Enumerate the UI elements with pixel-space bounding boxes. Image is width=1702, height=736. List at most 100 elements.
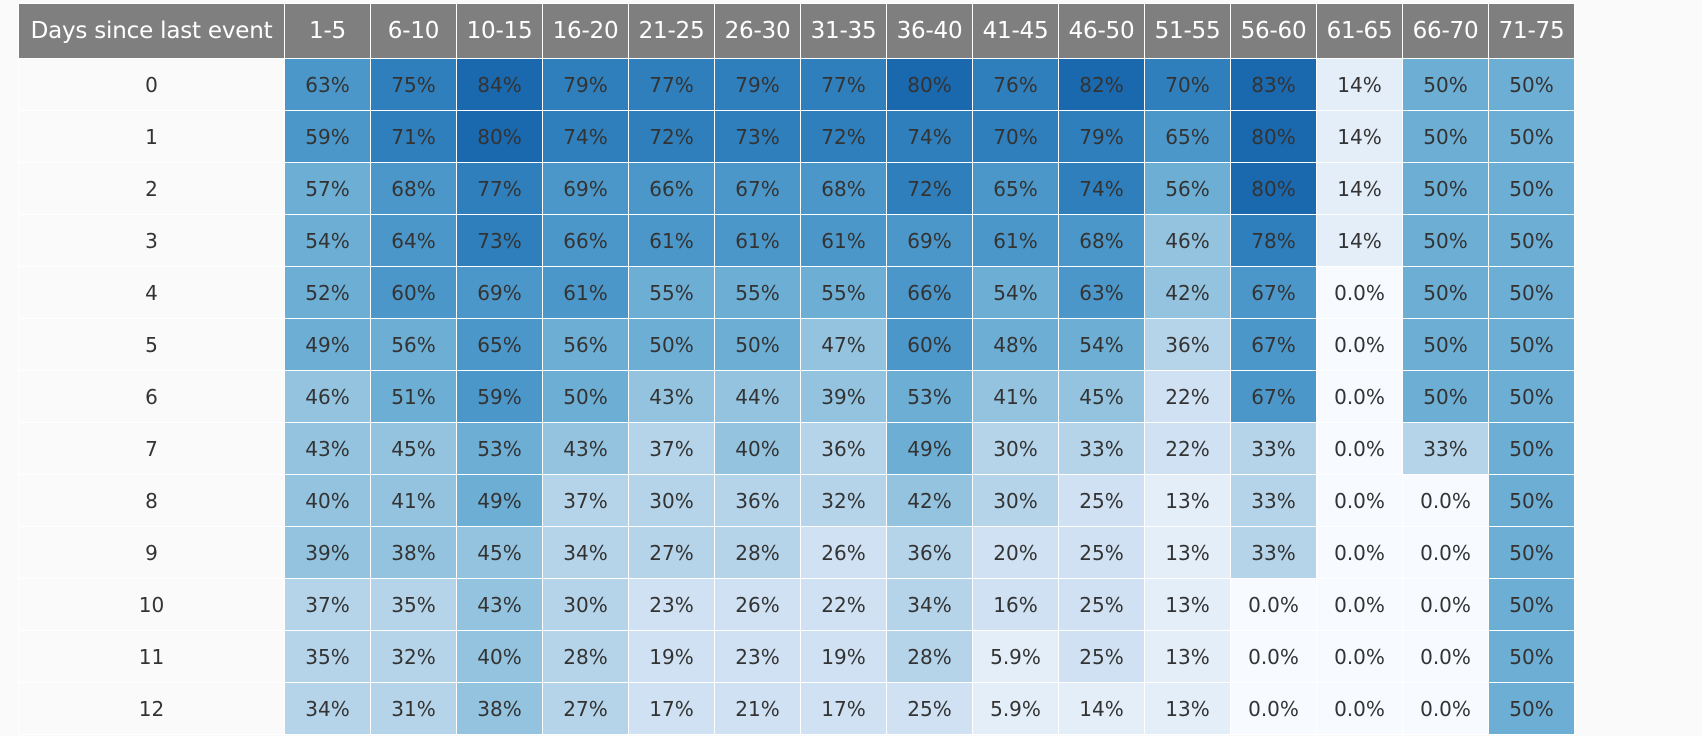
heatmap-cell: 30% [628,474,715,527]
table-row: 2 57% 68% 77% 69% 66% 67% 68% 72% 65% 74% 56% 80% 14%… [18,162,1575,215]
heatmap-cell: 22% [800,578,887,631]
heatmap-cell: 50% [1488,318,1575,371]
heatmap-cell: 50% [714,318,801,371]
heatmap-cell: 61% [714,214,801,267]
heatmap-cell: 25% [1058,526,1145,579]
heatmap-cell: 80% [886,58,973,111]
heatmap-cell: 54% [972,266,1059,319]
heatmap-cell: 36% [714,474,801,527]
heatmap-cell: 66% [628,162,715,215]
heatmap-cell: 79% [542,58,629,111]
heatmap-cell: 56% [370,318,457,371]
heatmap-cell: 66% [542,214,629,267]
heatmap-cell: 22% [1144,422,1231,475]
heatmap-cell: 25% [1058,630,1145,683]
heatmap-cell: 40% [714,422,801,475]
heatmap-cell: 67% [1230,370,1317,423]
heatmap-cell: 50% [1488,110,1575,163]
heatmap-cell: 74% [542,110,629,163]
heatmap-cell: 77% [628,58,715,111]
table-row: 4 52% 60% 69% 61% 55% 55% 55% 66% 54% 63% 42% 67% 0.0… [18,266,1575,319]
heatmap-cell: 17% [628,682,715,735]
heatmap-cell: 45% [456,526,543,579]
heatmap-cell: 50% [628,318,715,371]
heatmap-cell: 79% [1058,110,1145,163]
row-label: 12 [18,682,285,735]
heatmap-cell: 70% [972,110,1059,163]
heatmap-cell: 25% [886,682,973,735]
heatmap-cell: 50% [1402,370,1489,423]
heatmap-cell: 14% [1316,58,1403,111]
heatmap-cell: 0.0% [1316,578,1403,631]
heatmap-cell: 43% [284,422,371,475]
heatmap-cell: 80% [1230,162,1317,215]
heatmap-cell: 32% [800,474,887,527]
heatmap-cell: 80% [456,110,543,163]
heatmap-cell: 65% [456,318,543,371]
table-row: 5 49% 56% 65% 56% 50% 50% 47% 60% 48% 54% 36% 67% 0.0… [18,318,1575,371]
heatmap-cell: 60% [370,266,457,319]
heatmap-cell: 77% [800,58,887,111]
heatmap-cell: 34% [542,526,629,579]
heatmap-cell: 40% [456,630,543,683]
heatmap-cell: 19% [800,630,887,683]
heatmap-cell: 33% [1058,422,1145,475]
heatmap-cell: 44% [714,370,801,423]
corner-header: Days since last event [18,3,285,59]
heatmap-cell: 57% [284,162,371,215]
column-header: 31-35 [800,3,887,59]
heatmap-cell: 27% [542,682,629,735]
heatmap-cell: 0.0% [1316,682,1403,735]
heatmap-cell: 50% [1488,630,1575,683]
heatmap-cell: 13% [1144,682,1231,735]
heatmap-cell: 28% [886,630,973,683]
row-label: 9 [18,526,285,579]
heatmap-cell: 82% [1058,58,1145,111]
heatmap-cell: 69% [542,162,629,215]
heatmap-cell: 34% [886,578,973,631]
row-label: 7 [18,422,285,475]
heatmap-body: 0 63% 75% 84% 79% 77% 79% 77% 80% 76% 82% 70% 83% 14%… [18,58,1575,735]
heatmap-cell: 14% [1316,110,1403,163]
heatmap-cell: 26% [714,578,801,631]
heatmap-cell: 83% [1230,58,1317,111]
heatmap-cell: 13% [1144,474,1231,527]
heatmap-cell: 43% [456,578,543,631]
heatmap-cell: 50% [1488,370,1575,423]
heatmap-cell: 23% [714,630,801,683]
heatmap-cell: 20% [972,526,1059,579]
heatmap-cell: 55% [628,266,715,319]
heatmap-cell: 42% [1144,266,1231,319]
heatmap-cell: 56% [542,318,629,371]
heatmap-cell: 30% [542,578,629,631]
heatmap-cell: 51% [370,370,457,423]
heatmap-cell: 41% [972,370,1059,423]
heatmap-cell: 56% [1144,162,1231,215]
heatmap-cell: 75% [370,58,457,111]
column-header: 26-30 [714,3,801,59]
heatmap-cell: 23% [628,578,715,631]
column-header: 1-5 [284,3,371,59]
heatmap-cell: 50% [1402,162,1489,215]
heatmap-cell: 55% [800,266,887,319]
heatmap-cell: 33% [1230,526,1317,579]
heatmap-cell: 19% [628,630,715,683]
heatmap-cell: 33% [1402,422,1489,475]
heatmap-cell: 0.0% [1402,474,1489,527]
table-row: 10 37% 35% 43% 30% 23% 26% 22% 34% 16% 25% 13% 0.0% 0… [18,578,1575,631]
heatmap-cell: 66% [886,266,973,319]
heatmap-cell: 61% [800,214,887,267]
heatmap-cell: 14% [1058,682,1145,735]
column-header: 21-25 [628,3,715,59]
heatmap-cell: 77% [456,162,543,215]
heatmap-cell: 14% [1316,214,1403,267]
heatmap-cell: 69% [456,266,543,319]
header-row: Days since last event 1-5 6-10 10-15 16-20 2… [18,3,1575,59]
heatmap-cell: 38% [456,682,543,735]
heatmap-cell: 50% [1488,58,1575,111]
heatmap-cell: 42% [886,474,973,527]
heatmap-cell: 25% [1058,578,1145,631]
heatmap-cell: 0.0% [1230,682,1317,735]
heatmap-cell: 46% [1144,214,1231,267]
row-label: 2 [18,162,285,215]
